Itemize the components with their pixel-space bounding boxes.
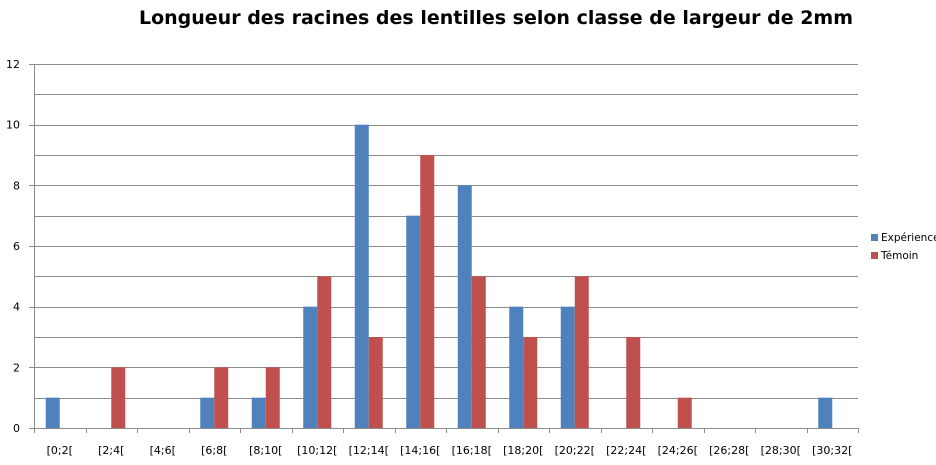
x-tick-label: [6;8[	[201, 444, 227, 457]
x-tick-label: [14;16[	[400, 444, 440, 457]
y-tick-label: 2	[13, 361, 20, 374]
legend-label: Expérience	[881, 232, 936, 244]
x-axis: [0;2[ [2;4[ [4;6[ [6;8[ [8;10[ [10;12[ [12;14[…	[34, 428, 859, 457]
bar-experience	[406, 215, 421, 428]
y-tick-label: 12	[6, 58, 20, 71]
bar-experience	[251, 397, 266, 428]
x-tick-label: [28;30[	[761, 444, 801, 457]
y-tick-label: 0	[13, 422, 20, 435]
bar-temoin	[265, 367, 280, 428]
bar-experience	[818, 397, 833, 428]
bar-temoin	[111, 367, 126, 428]
bar-experience	[560, 306, 575, 428]
bar-temoin	[317, 276, 332, 428]
bar-experience	[200, 397, 215, 428]
x-tick-label: [10;12[	[297, 444, 337, 457]
legend-label: Témoin	[880, 250, 918, 262]
bar-temoin	[626, 337, 641, 428]
gridlines	[34, 64, 858, 429]
x-tick-label: [4;6[	[150, 444, 176, 457]
bar-temoin	[471, 276, 486, 428]
y-tick-label: 8	[13, 179, 20, 192]
bar-temoin	[214, 367, 229, 428]
bar-temoin	[368, 337, 383, 428]
x-tick-label: [16;18[	[452, 444, 492, 457]
x-tick-label: [26;28[	[709, 444, 749, 457]
x-tick-label: [2;4[	[98, 444, 124, 457]
bar-experience	[509, 306, 524, 428]
bar-experience	[354, 124, 369, 429]
x-tick-label: [18;20[	[503, 444, 543, 457]
y-tick-label: 6	[13, 240, 20, 253]
bar-temoin	[574, 276, 589, 428]
bar-temoin	[523, 337, 538, 428]
x-tick-label: [22;24[	[606, 444, 646, 457]
bar-experience	[303, 306, 318, 428]
legend-swatch	[871, 234, 878, 241]
x-tick-label: [0;2[	[47, 444, 73, 457]
x-tick-label: [8;10[	[249, 444, 282, 457]
legend-swatch	[871, 252, 878, 259]
y-axis: 0 2 4 6 8 10 12	[6, 58, 35, 435]
legend: Expérience Témoin	[871, 232, 936, 262]
y-tick-label: 4	[13, 301, 20, 314]
bar-experience	[45, 397, 60, 428]
chart-title: Longueur des racines des lentilles selon…	[139, 7, 853, 29]
x-tick-label: [12;14[	[349, 444, 389, 457]
x-tick-label: [24;26[	[658, 444, 698, 457]
y-tick-label: 10	[6, 119, 20, 132]
bar-temoin	[677, 397, 692, 428]
bar-temoin	[420, 155, 435, 428]
bar-experience	[457, 185, 472, 428]
x-tick-label: [30;32[	[812, 444, 852, 457]
bars	[45, 124, 833, 429]
x-tick-label: [20;22[	[555, 444, 595, 457]
